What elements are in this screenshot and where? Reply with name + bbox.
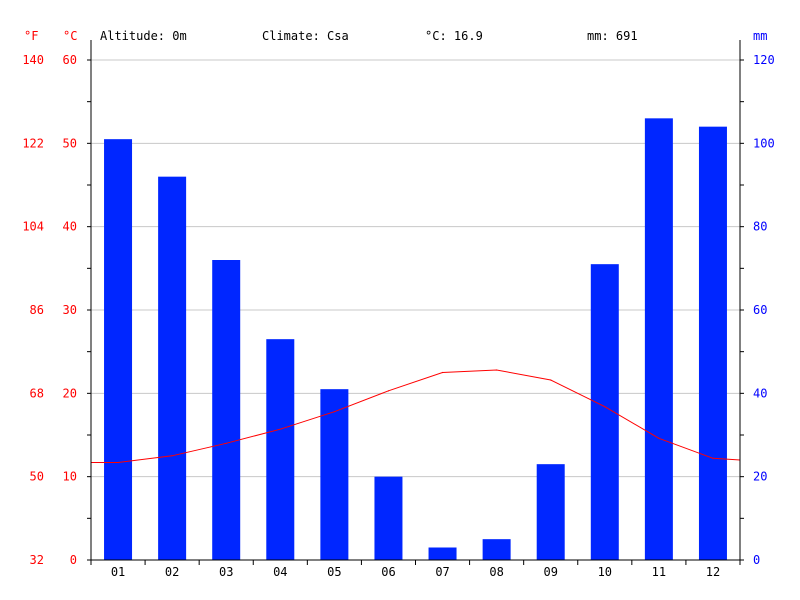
precipitation-tick-label: 20 (753, 470, 767, 484)
month-label-12: 12 (706, 565, 720, 579)
precipitation-tick-label: 120 (753, 53, 775, 67)
temperature-point-04 (279, 428, 281, 430)
precipitation-bar-09 (536, 464, 565, 560)
month-label-04: 04 (273, 565, 287, 579)
precipitation-tick-label: 40 (753, 386, 767, 400)
temperature-point-11 (658, 437, 660, 439)
celsius-tick-label: 60 (63, 53, 77, 67)
temperature-point-03 (225, 442, 227, 444)
temperature-point-07 (441, 371, 444, 374)
celsius-tick-label: 40 (63, 220, 77, 234)
month-label-08: 08 (489, 565, 503, 579)
celsius-tick-label: 20 (63, 386, 77, 400)
temperature-point-10 (604, 406, 606, 408)
temperature-line (91, 369, 741, 463)
fahrenheit-tick-label: 86 (30, 303, 44, 317)
temperature-point-09 (550, 379, 552, 381)
precipitation-bar-04 (266, 339, 295, 560)
climate-label: Climate: Csa (262, 29, 349, 43)
month-label-03: 03 (219, 565, 233, 579)
fahrenheit-tick-label: 68 (30, 386, 44, 400)
celsius-tick-label: 0 (70, 553, 77, 567)
temperature-point-02 (171, 455, 173, 457)
celsius-tick-label: 10 (63, 470, 77, 484)
millimeter-unit-label: mm (753, 29, 767, 43)
month-label-10: 10 (598, 565, 612, 579)
celsius-tick-label: 30 (63, 303, 77, 317)
precipitation-bar-12 (698, 126, 727, 561)
temperature-point-01 (117, 461, 119, 464)
unit-labels: °F °C mm (24, 29, 767, 43)
fahrenheit-unit-label: °F (24, 29, 38, 43)
precipitation-bar-11 (644, 118, 673, 560)
chart-header: Altitude: 0m Climate: Csa °C: 16.9 mm: 6… (100, 29, 638, 43)
axes (87, 40, 744, 565)
month-label-05: 05 (327, 565, 341, 579)
temperature-line-group (91, 369, 741, 464)
altitude-label: Altitude: 0m (100, 29, 187, 43)
fahrenheit-tick-label: 104 (22, 220, 44, 234)
precipitation-total-label: mm: 691 (587, 29, 638, 43)
precipitation-tick-label: 80 (753, 220, 767, 234)
month-label-07: 07 (435, 565, 449, 579)
temperature-point-05 (333, 411, 335, 413)
fahrenheit-tick-label: 122 (22, 136, 44, 150)
temperature-point-12 (712, 457, 714, 459)
celsius-tick-label: 50 (63, 136, 77, 150)
precipitation-tick-label: 100 (753, 136, 775, 150)
month-label-06: 06 (381, 565, 395, 579)
precipitation-bar-08 (482, 539, 511, 560)
month-label-02: 02 (165, 565, 179, 579)
month-label-11: 11 (652, 565, 666, 579)
precipitation-bar-01 (104, 139, 133, 560)
month-label-01: 01 (111, 565, 125, 579)
gridlines (91, 59, 740, 478)
precipitation-bar-03 (212, 260, 241, 560)
precipitation-bar-02 (158, 176, 187, 560)
temperature-point-08 (496, 369, 498, 371)
precipitation-bar-06 (374, 476, 403, 560)
precipitation-bar-07 (428, 547, 457, 560)
precipitation-tick-label: 0 (753, 553, 760, 567)
precipitation-bars (104, 118, 727, 561)
precipitation-tick-label: 60 (753, 303, 767, 317)
month-label-09: 09 (543, 565, 557, 579)
fahrenheit-tick-label: 32 (30, 553, 44, 567)
celsius-unit-label: °C (63, 29, 77, 43)
temperature-point-06 (387, 390, 390, 392)
fahrenheit-tick-label: 140 (22, 53, 44, 67)
temperature-average-label: °C: 16.9 (425, 29, 483, 43)
fahrenheit-tick-label: 50 (30, 470, 44, 484)
precipitation-bar-05 (320, 389, 349, 560)
